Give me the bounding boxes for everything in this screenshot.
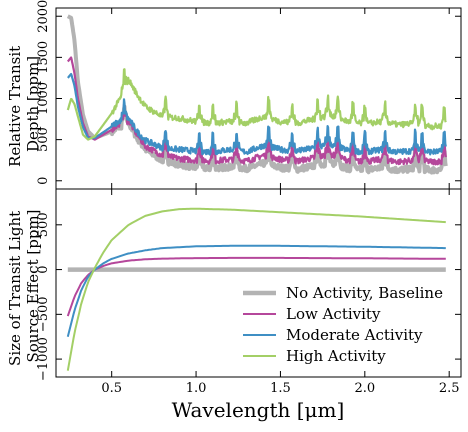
bottom-axis-ticks: −1000 −500 0 500 0.5 1.0 1.5 2.0 2.5 <box>36 189 461 396</box>
top-panel: 0 500 1000 1500 2000 Relative Transit Depth … <box>6 0 462 190</box>
legend-label: Low Activity <box>286 305 381 323</box>
y-tick-label: 1500 <box>36 41 51 74</box>
series-line-no-activity-baseline <box>66 14 448 175</box>
x-tick-label: 1.5 <box>270 381 291 396</box>
x-tick-label: 0.5 <box>101 381 122 396</box>
y-tick-label: −1000 <box>36 337 51 381</box>
top-y-ticks: 0 500 1000 1500 2000 <box>36 0 461 189</box>
x-tick-label: 1.0 <box>186 381 207 396</box>
bottom-plot-frame <box>55 188 462 378</box>
series-line-moderate-activity <box>66 244 446 337</box>
series-line-low-activity <box>66 256 446 317</box>
y-tick-label: −500 <box>36 296 51 332</box>
series-line-high-activity <box>66 207 446 371</box>
legend-label: No Activity, Baseline <box>286 284 443 302</box>
y-tick-label: 2000 <box>36 0 51 33</box>
legend: No Activity, Baseline Low Activity Moderat… <box>243 284 443 365</box>
top-y-axis-label: Relative Transit Depth [ppm] <box>6 41 42 167</box>
top-series-lines <box>66 14 448 175</box>
y-tick-label: 1000 <box>36 82 51 115</box>
bottom-y-axis-label: Size of Transit Light Source Effect [ppm… <box>6 206 42 366</box>
y-tick-label: 0 <box>36 177 51 185</box>
bottom-panel: −1000 −500 0 500 0.5 1.0 1.5 2.0 2.5 Size of Tra… <box>6 188 462 422</box>
y-tick-label: 500 <box>36 127 51 152</box>
x-tick-label: 2.0 <box>354 381 375 396</box>
legend-label: High Activity <box>286 347 386 365</box>
y-tick-label: 0 <box>36 265 51 273</box>
legend-label: Moderate Activity <box>286 326 423 344</box>
x-axis-label: Wavelength [μm] <box>172 398 345 422</box>
series-line-high-activity <box>66 68 447 141</box>
series-line-moderate-activity <box>67 72 447 156</box>
x-tick-label: 2.5 <box>439 381 460 396</box>
bottom-series-lines <box>66 207 447 371</box>
y-tick-label: 500 <box>36 212 51 237</box>
